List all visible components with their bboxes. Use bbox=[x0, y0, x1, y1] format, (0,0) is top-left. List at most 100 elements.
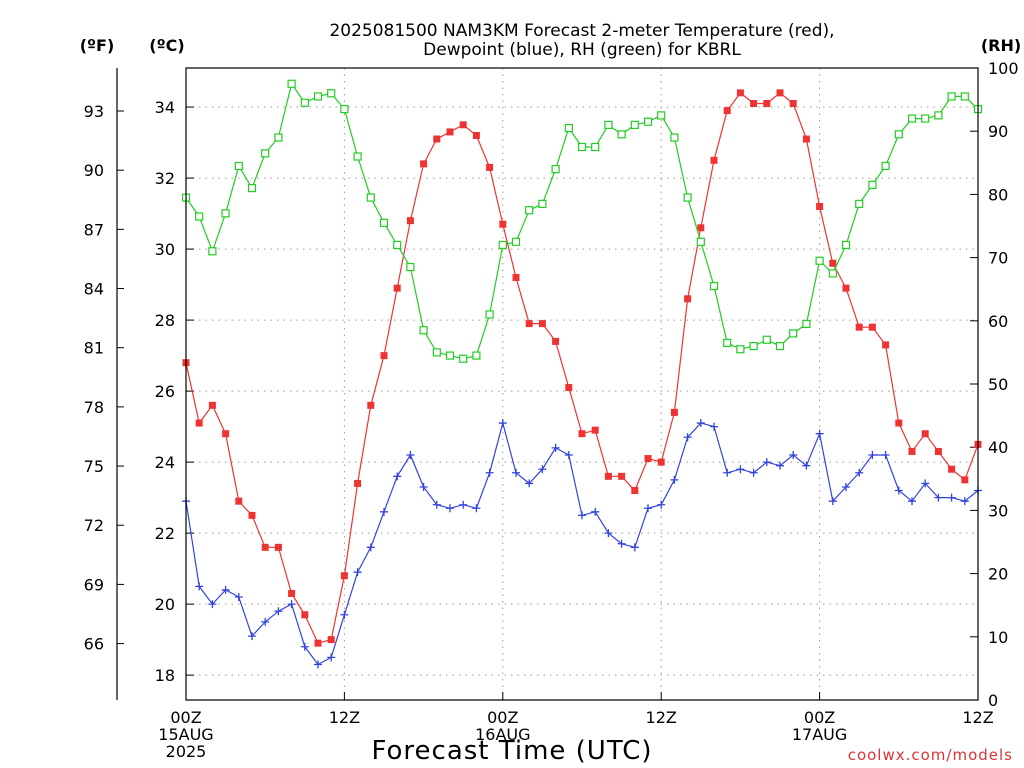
fahrenheit-tick-label: 75 bbox=[84, 457, 104, 476]
temperature-point bbox=[354, 479, 362, 487]
dewpoint-point bbox=[512, 468, 520, 477]
fahrenheit-tick-label: 87 bbox=[84, 220, 104, 239]
rh-point bbox=[960, 92, 969, 101]
rh-tick-label: 30 bbox=[988, 501, 1008, 520]
dewpoint-point bbox=[300, 642, 309, 651]
fahrenheit-tick-label: 66 bbox=[84, 635, 104, 654]
celsius-tick-label: 18 bbox=[155, 666, 175, 685]
temperature-point bbox=[750, 100, 758, 108]
rh-point bbox=[221, 209, 230, 218]
rh-point bbox=[261, 149, 270, 158]
temperature-point bbox=[855, 323, 863, 331]
dewpoint-point bbox=[327, 653, 336, 662]
dewpoint-point bbox=[921, 479, 930, 488]
rh-point bbox=[366, 193, 375, 202]
temperature-point bbox=[459, 121, 467, 129]
rh-tick-label: 70 bbox=[988, 249, 1008, 268]
temperature-point bbox=[684, 295, 692, 303]
temperature-point bbox=[578, 430, 586, 438]
grid-lines bbox=[186, 68, 978, 700]
temperature-point bbox=[248, 511, 256, 519]
dewpoint-point bbox=[234, 593, 243, 602]
celsius-tick-label: 22 bbox=[155, 524, 175, 543]
dewpoint-point bbox=[406, 451, 415, 460]
rh-point bbox=[234, 161, 243, 171]
x-axis-title: Forecast Time (UTC) bbox=[371, 736, 652, 766]
time-tick-label: 15AUG bbox=[158, 725, 213, 744]
rh-point bbox=[340, 104, 349, 114]
rh-axis: 0 10 20 30 40 50 60 70 80 90 100 bbox=[970, 59, 1019, 710]
temperature-point bbox=[829, 259, 837, 267]
dewpoint-point bbox=[617, 539, 626, 548]
fahrenheit-tick-label: 81 bbox=[84, 339, 104, 358]
temperature-point bbox=[499, 220, 507, 228]
rh-point bbox=[208, 247, 217, 256]
dewpoint-point bbox=[525, 479, 534, 488]
rh-point bbox=[855, 199, 864, 208]
dewpoint-point bbox=[340, 610, 349, 619]
temperature-point bbox=[618, 472, 626, 480]
dewpoint-point bbox=[960, 497, 969, 506]
fahrenheit-tick-label: 72 bbox=[84, 516, 104, 535]
dewpoint-point bbox=[591, 507, 600, 516]
rh-line bbox=[185, 82, 979, 360]
temperature-point bbox=[208, 401, 216, 409]
rh-point bbox=[379, 218, 389, 227]
rh-point bbox=[313, 92, 323, 101]
rh-point bbox=[749, 341, 758, 351]
dewpoint-point bbox=[287, 600, 296, 609]
fahrenheit-unit-label: (ºF) bbox=[80, 36, 115, 55]
dewpoint-point bbox=[894, 486, 903, 495]
rh-point bbox=[881, 161, 890, 171]
dewpoint-point bbox=[538, 465, 547, 474]
temperature-point bbox=[314, 639, 322, 647]
rh-point bbox=[432, 348, 441, 357]
celsius-tick-label: 26 bbox=[155, 382, 175, 401]
dewpoint-point bbox=[353, 568, 362, 577]
rh-point bbox=[815, 256, 824, 265]
dewpoint-point bbox=[393, 472, 402, 481]
dewpoint-point bbox=[710, 422, 718, 431]
rh-point bbox=[393, 240, 402, 250]
rh-point bbox=[525, 206, 534, 215]
celsius-tick-label: 34 bbox=[155, 98, 175, 117]
temperature-point bbox=[222, 430, 230, 438]
time-tick-label: 12Z bbox=[646, 708, 677, 727]
rh-point bbox=[683, 193, 692, 202]
celsius-tick-label: 32 bbox=[155, 169, 175, 188]
temperature-point bbox=[736, 89, 744, 97]
temperature-point bbox=[908, 447, 916, 455]
data-series bbox=[181, 79, 983, 669]
time-tick-label: 2025 bbox=[166, 742, 207, 761]
rh-point bbox=[802, 319, 811, 329]
rh-point bbox=[406, 262, 415, 272]
temperature-point bbox=[472, 131, 480, 139]
dewpoint-point bbox=[828, 497, 837, 506]
temperature-point bbox=[420, 160, 428, 168]
fahrenheit-tick-label: 90 bbox=[84, 161, 104, 180]
dewpoint-point bbox=[934, 493, 943, 502]
time-tick-label: 00Z bbox=[170, 708, 201, 727]
dewpoint-point bbox=[670, 475, 679, 484]
temperature-point bbox=[591, 426, 599, 434]
dewpoint-point bbox=[261, 617, 270, 626]
rh-point bbox=[591, 142, 600, 152]
rh-point bbox=[551, 165, 560, 174]
rh-point bbox=[459, 354, 468, 363]
temperature-point bbox=[340, 572, 348, 580]
rh-point bbox=[907, 114, 917, 123]
chart-title-line1: 2025081500 NAM3KM Forecast 2-meter Tempe… bbox=[329, 21, 834, 41]
rh-point bbox=[604, 120, 613, 129]
rh-point bbox=[577, 142, 587, 152]
plot-frame bbox=[185, 67, 979, 701]
rh-point bbox=[670, 133, 679, 142]
temperature-point bbox=[261, 543, 269, 551]
temperature-point bbox=[406, 217, 414, 225]
temperature-point bbox=[802, 135, 810, 143]
dewpoint-point bbox=[472, 504, 481, 513]
rh-tick-label: 90 bbox=[988, 122, 1008, 141]
temperature-point bbox=[565, 384, 573, 392]
temperature-point bbox=[367, 401, 375, 409]
fahrenheit-axis: 66 69 72 75 78 81 84 87 90 93 bbox=[84, 68, 124, 700]
temperature-point bbox=[486, 163, 494, 171]
